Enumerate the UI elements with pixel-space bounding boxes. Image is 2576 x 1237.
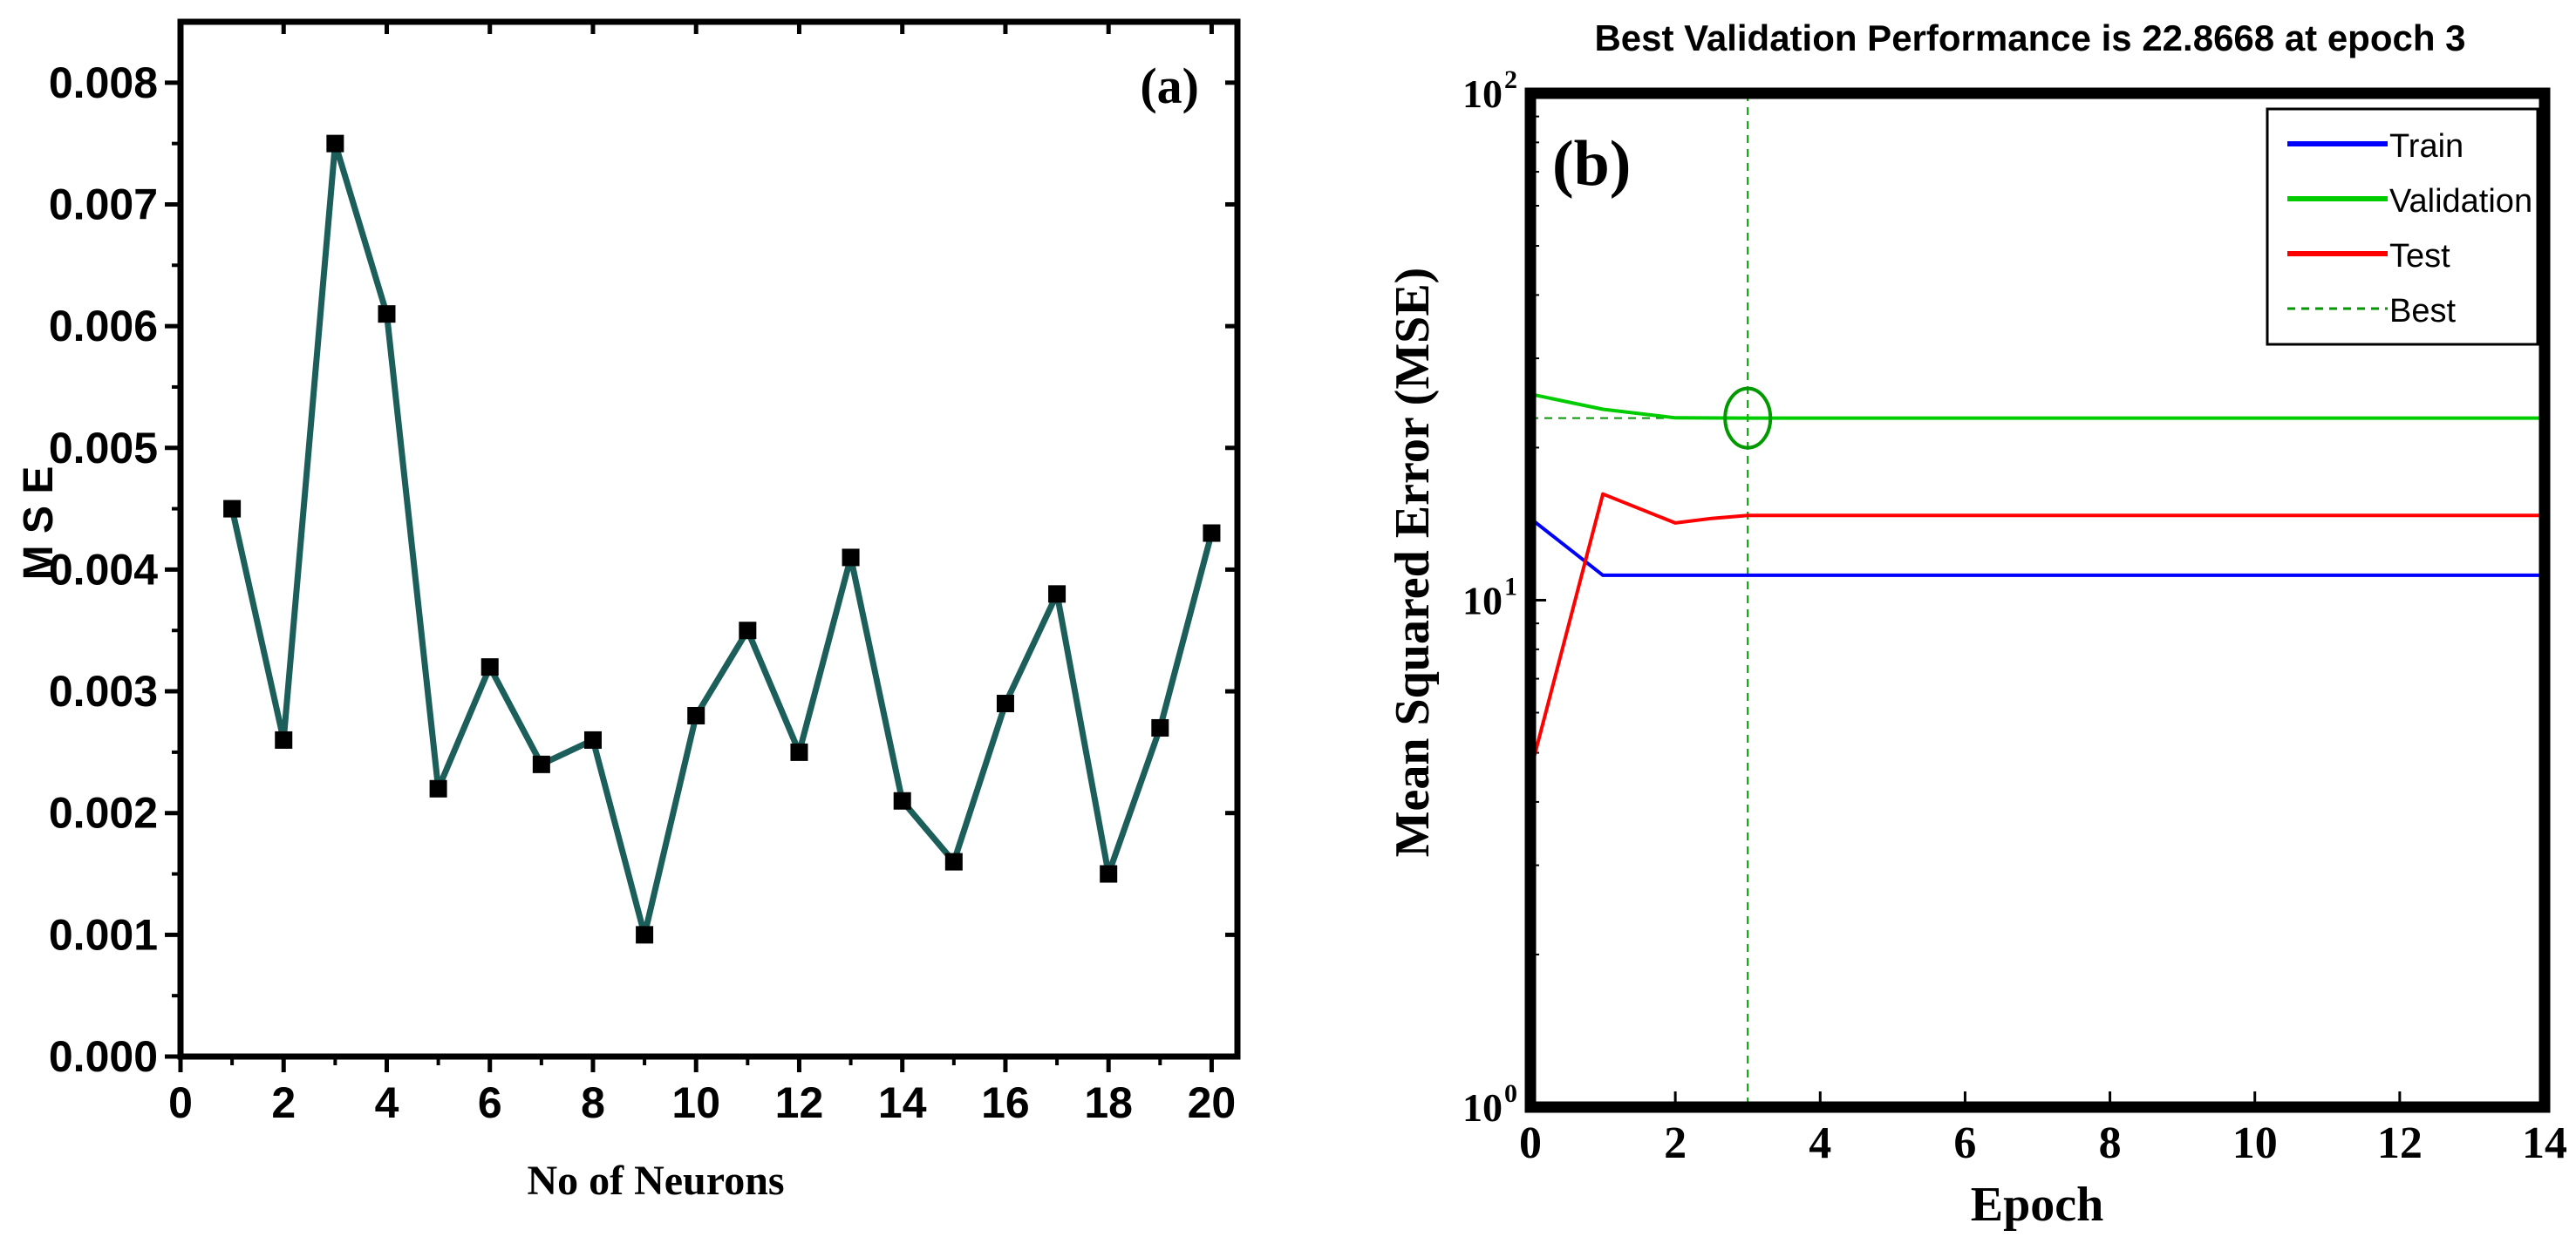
panel-b: Best Validation Performance is 22.8668 a… bbox=[1386, 17, 2567, 1232]
panel-a-plot-frame bbox=[177, 18, 1241, 1060]
panel-a-point-marker bbox=[790, 743, 808, 761]
panel-b-validation-line bbox=[1530, 392, 2545, 420]
panel-a-point-marker bbox=[687, 706, 705, 724]
panel-a-x-tick-label: 0 bbox=[168, 1078, 193, 1127]
panel-b-title: Best Validation Performance is 22.8668 a… bbox=[1594, 17, 2465, 58]
panel-a-y-tick-label: 0.003 bbox=[49, 667, 158, 716]
panel-a-x-tick-label: 4 bbox=[375, 1078, 399, 1127]
panel-a-y-axis-title: M S E bbox=[16, 466, 62, 581]
panel-b-x-tick-label: 8 bbox=[2099, 1118, 2122, 1168]
panel-b-y-tick-label-base: 10 bbox=[1462, 71, 1503, 116]
panel-a-x-tick-label: 20 bbox=[1188, 1078, 1237, 1127]
panel-b-best-point-circle bbox=[1723, 386, 1773, 450]
panel-a-y-tick-label: 0.005 bbox=[49, 424, 158, 472]
panel-b-y-tick-label-base: 10 bbox=[1462, 1085, 1503, 1130]
panel-a-line-layer bbox=[228, 140, 1215, 938]
panel-b-x-tick-label: 2 bbox=[1664, 1118, 1687, 1168]
panel-a-x-tick-label: 14 bbox=[878, 1078, 927, 1127]
panel-a-point-marker bbox=[1048, 585, 1067, 603]
panel-a-point-marker bbox=[944, 853, 963, 871]
panel-a-point-marker bbox=[378, 305, 396, 323]
panel-b-train-line bbox=[1529, 517, 2545, 577]
panel-a-point-marker bbox=[583, 731, 602, 749]
panel-a-x-tick-label: 10 bbox=[671, 1078, 720, 1127]
panel-a-x-tick-label: 16 bbox=[981, 1078, 1030, 1127]
legend-train-label: Train bbox=[2389, 128, 2464, 165]
panel-a-point-marker bbox=[532, 755, 550, 773]
panel-a-point-marker bbox=[739, 622, 757, 640]
panel-b-test-line bbox=[1529, 492, 2545, 772]
panel-b-y-axis-title: Mean Squared Error (MSE) bbox=[1386, 268, 1440, 858]
panel-b-y-tick-label-base: 10 bbox=[1462, 579, 1503, 623]
panel-b-y-tick-label-exponent: 0 bbox=[1504, 1079, 1517, 1108]
panel-b-y-tick-label-exponent: 1 bbox=[1504, 573, 1517, 602]
panel-a-x-axis-title: No of Neurons bbox=[527, 1158, 784, 1204]
panel-a-point-marker bbox=[223, 500, 242, 518]
panel-a-point-marker bbox=[636, 926, 654, 944]
legend-best-label: Best bbox=[2389, 293, 2456, 330]
panel-a-label: (a) bbox=[1140, 58, 1199, 114]
panel-b-x-tick-label: 6 bbox=[1953, 1118, 1976, 1168]
panel-b-x-tick-label: 0 bbox=[1519, 1118, 1542, 1168]
panel-a-x-tick-label: 6 bbox=[478, 1078, 502, 1127]
panel-a-x-tick-label: 18 bbox=[1084, 1078, 1133, 1127]
panel-b-legend: Train Validation Test Best bbox=[2266, 107, 2539, 346]
panel-a-point-marker bbox=[480, 658, 499, 676]
panel-a-y-tick-label: 0.004 bbox=[49, 545, 158, 594]
panel-a-point-marker bbox=[275, 731, 293, 749]
panel-a-mse-line bbox=[228, 140, 1215, 938]
panel-a-marker-layer bbox=[223, 134, 1221, 944]
panel-a-point-marker bbox=[842, 548, 860, 567]
panel-a-x-tick-label: 2 bbox=[271, 1078, 296, 1127]
panel-b-x-tick-label: 14 bbox=[2522, 1118, 2567, 1168]
panel-b-x-axis-title: Epoch bbox=[1971, 1178, 2104, 1232]
legend-validation-label: Validation bbox=[2389, 183, 2532, 220]
panel-b-legend-box bbox=[2266, 107, 2539, 346]
panel-a-point-marker bbox=[326, 134, 344, 153]
panel-a-point-marker bbox=[1100, 865, 1118, 883]
panel-b-label: (b) bbox=[1552, 128, 1631, 200]
panel-b-plot-frame bbox=[1524, 87, 2551, 1113]
panel-b-x-tick-label: 4 bbox=[1809, 1118, 1831, 1168]
legend-test-label: Test bbox=[2389, 238, 2450, 275]
panel-b-x-tick-label: 10 bbox=[2232, 1118, 2278, 1168]
panel-b-x-tick-label: 12 bbox=[2377, 1118, 2423, 1168]
panel-a-x-tick-label: 8 bbox=[581, 1078, 605, 1127]
panel-b-line-layer bbox=[1529, 386, 2545, 772]
panel-a: 0 2 4 6 8 10 12 14 16 18 20 0.000 0.001 0.002 0.003 0.0… bbox=[16, 18, 1241, 1204]
panel-a-ticks: 0 2 4 6 8 10 12 14 16 18 20 0.000 0.001 0.002 0.003 0.0… bbox=[49, 22, 1237, 1127]
panel-a-y-tick-label: 0.007 bbox=[49, 180, 158, 228]
panel-a-x-tick-label: 12 bbox=[775, 1078, 824, 1127]
panel-a-y-tick-label: 0.001 bbox=[49, 910, 158, 959]
panel-a-point-marker bbox=[996, 695, 1014, 713]
panel-b-y-tick-label-exponent: 2 bbox=[1504, 65, 1517, 94]
panel-a-point-marker bbox=[1203, 524, 1221, 542]
panel-a-point-marker bbox=[893, 792, 911, 810]
panel-a-y-tick-label: 0.000 bbox=[49, 1032, 158, 1081]
panel-a-y-tick-label: 0.002 bbox=[49, 789, 158, 838]
panel-a-y-tick-label: 0.006 bbox=[49, 302, 158, 350]
panel-a-y-tick-label: 0.008 bbox=[49, 58, 158, 107]
panel-a-point-marker bbox=[1151, 718, 1169, 737]
panel-a-point-marker bbox=[429, 779, 447, 798]
